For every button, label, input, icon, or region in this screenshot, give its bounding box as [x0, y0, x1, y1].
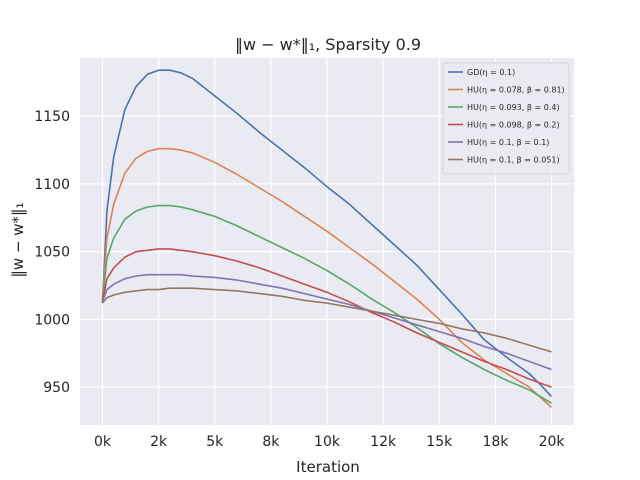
tick-labels: 0k 2k 5k 8k 10k 12k 15k 18k 20k 950 1000 1050 1100 11… — [34, 109, 565, 450]
series-line-4 — [101, 248, 552, 388]
x-tick-label: 12k — [370, 434, 397, 450]
x-tick-label: 18k — [482, 434, 509, 450]
x-tick-label: 15k — [426, 434, 453, 450]
legend-box — [442, 62, 570, 175]
series-line-6 — [101, 287, 552, 353]
legend-label: HU(η = 0.1, β = 0.051) — [467, 156, 560, 165]
series-line-3 — [101, 204, 552, 404]
x-axis-title: Iteration — [296, 458, 360, 476]
legend-label: HU(η = 0.078, β = 0.81) — [467, 86, 565, 95]
y-tick-label: 1000 — [34, 312, 70, 328]
legend-label: HU(η = 0.1, β = 0.1) — [467, 138, 549, 147]
series-line-2 — [101, 147, 553, 408]
chart-title: ‖w − w*‖₁, Sparsity 0.9 — [235, 35, 421, 54]
x-tick-label: 0k — [94, 434, 112, 450]
series-line-5 — [101, 273, 552, 371]
x-tick-label: 2k — [150, 434, 168, 450]
y-axis-title: ‖w − w*‖₁ — [9, 202, 27, 277]
y-tick-label: 950 — [43, 380, 70, 396]
legend-label: HU(η = 0.093, β = 0.4) — [467, 103, 560, 112]
y-tick-label: 1050 — [34, 245, 70, 261]
x-tick-label: 10k — [314, 434, 341, 450]
x-tick-label: 20k — [539, 434, 566, 450]
y-tick-label: 1150 — [34, 109, 70, 125]
legend: GD(η = 0.1) HU(η = 0.078, β = 0.81) HU(η =… — [442, 62, 570, 175]
legend-label: GD(η = 0.1) — [467, 68, 515, 77]
y-tick-label: 1100 — [34, 177, 70, 193]
x-tick-label: 8k — [262, 434, 280, 450]
series-lines — [101, 69, 553, 408]
legend-label: HU(η = 0.098, β = 0.2) — [467, 121, 560, 130]
x-tick-label: 5k — [206, 434, 224, 450]
